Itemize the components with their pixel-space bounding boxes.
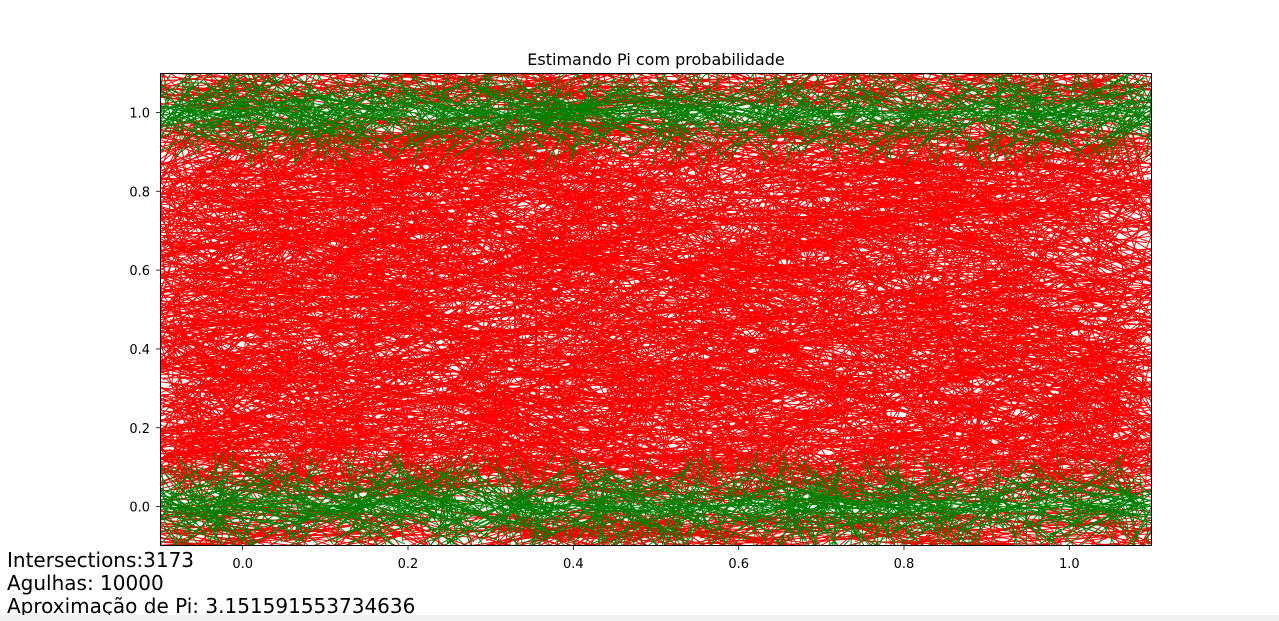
x-tick-label: 0.4	[563, 557, 584, 572]
x-tick-label: 0.2	[398, 557, 419, 572]
y-tick-label: 0.8	[129, 185, 150, 200]
crossing-needle-series	[160, 73, 1152, 546]
x-axis: 0.0 0.2 0.4 0.6 0.8 1.0	[232, 546, 1080, 572]
y-tick-label: 1.0	[129, 106, 150, 121]
pi-approximation-text: Aproximação de Pi: 3.151591553734636	[7, 594, 416, 618]
y-tick-label: 0.2	[129, 422, 150, 437]
y-tick-label: 0.4	[129, 343, 150, 358]
chart-title: Estimando Pi com probabilidade	[527, 50, 784, 69]
window-bottom-edge	[0, 615, 1279, 621]
x-tick-label: 0.6	[728, 557, 749, 572]
y-axis: 0.0 0.2 0.4 0.6 0.8 1.0	[129, 106, 160, 516]
needles-count-text: Agulhas: 10000	[7, 571, 164, 595]
x-tick-label: 0.0	[232, 557, 253, 572]
axes-frame	[160, 73, 1152, 546]
y-tick-label: 0.6	[129, 264, 150, 279]
results-panel: Intersections:3173 Agulhas: 10000 Aproxi…	[7, 549, 415, 618]
x-tick-label: 0.8	[894, 557, 915, 572]
intersections-text: Intersections:3173	[7, 548, 195, 572]
y-tick-label: 0.0	[129, 501, 150, 516]
crossing-needles	[160, 73, 1152, 546]
x-tick-label: 1.0	[1059, 557, 1080, 572]
